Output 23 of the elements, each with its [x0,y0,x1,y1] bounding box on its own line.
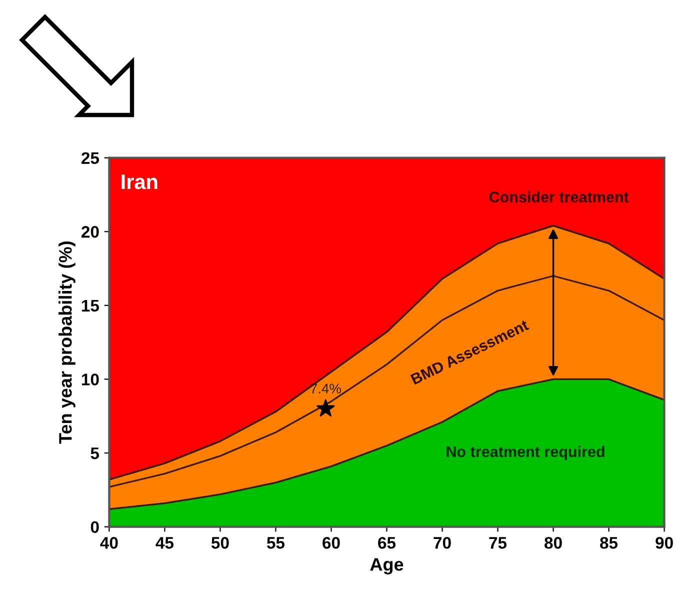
annotation: 7.4% [310,384,342,394]
x-tick-label: 75 [489,537,507,549]
annotation: No treatment required [446,446,604,460]
x-tick-label: 40 [100,536,118,549]
x-tick-label: 70 [434,536,451,549]
y-axis-title: Ten year probability (%) [58,242,76,444]
x-tick-label: 45 [156,537,174,549]
x-tick-label: 65 [378,536,396,549]
y-tick-label: 15 [82,300,100,312]
y-tick-label: 10 [82,374,99,386]
x-tick-label: 50 [211,536,229,549]
x-tick-label: 60 [322,536,340,549]
x-tick-label: 85 [600,536,618,549]
x-tick-label: 80 [544,536,562,549]
annotation: Iran [122,174,158,190]
annotation: Consider treatment [489,191,629,202]
y-tick-label: 5 [90,448,100,460]
y-tick-label: 20 [82,226,99,238]
x-tick-label: 90 [656,536,673,549]
y-tick-label: 25 [82,152,100,164]
x-tick-label: 55 [266,537,285,549]
y-tick-label: 0 [90,521,99,534]
x-axis-title: Age [370,558,404,574]
